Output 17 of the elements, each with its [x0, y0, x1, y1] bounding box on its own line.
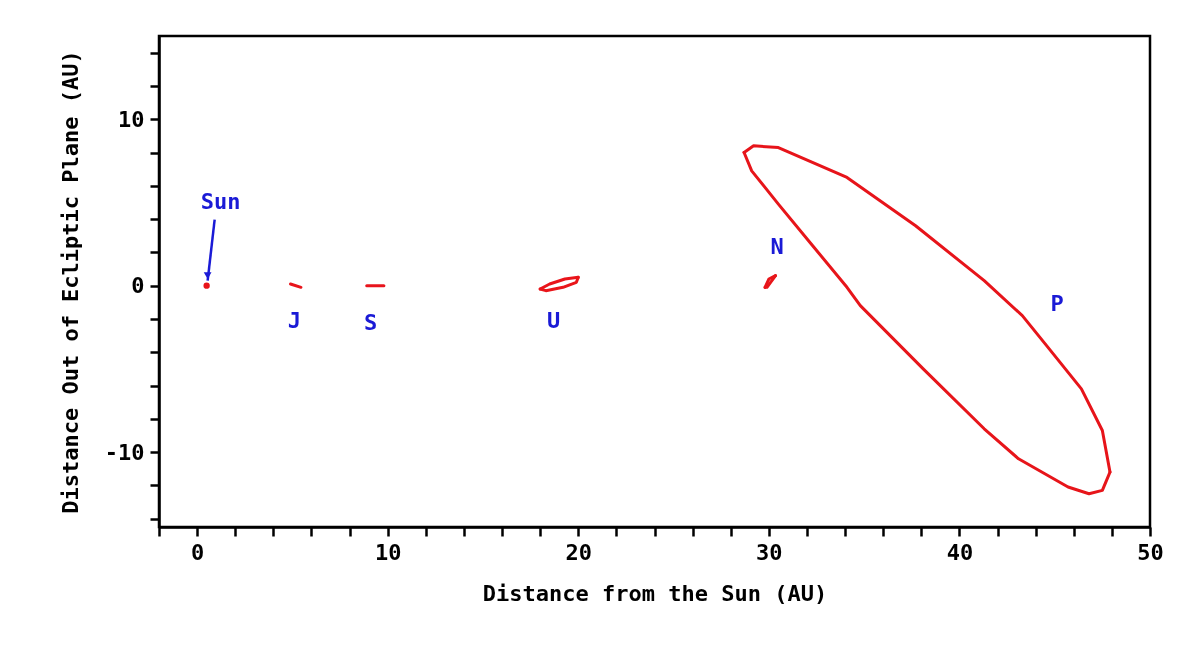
- y-tick-label: 0: [131, 273, 145, 299]
- x-tick-label: 10: [374, 539, 402, 565]
- annotation: U: [547, 308, 561, 333]
- x-tick-label: 0: [190, 539, 205, 565]
- y-tick-label: -10: [104, 439, 145, 465]
- annotation: S: [364, 309, 378, 335]
- x-axis-title: Distance from the Sun (AU): [482, 580, 828, 606]
- y-tick-label: 10: [118, 106, 145, 132]
- x-tick-label: 30: [756, 539, 783, 565]
- x-tick-label: 50: [1137, 539, 1164, 565]
- annotation: P: [1050, 290, 1064, 316]
- annotation: N: [770, 234, 784, 260]
- y-axis-title: Distance Out of Ecliptic Plane (AU): [57, 50, 83, 514]
- x-tick-label: 20: [565, 539, 593, 565]
- annotation: J: [287, 308, 302, 333]
- x-tick-label: 40: [946, 539, 974, 565]
- annotation: Sun: [200, 188, 241, 214]
